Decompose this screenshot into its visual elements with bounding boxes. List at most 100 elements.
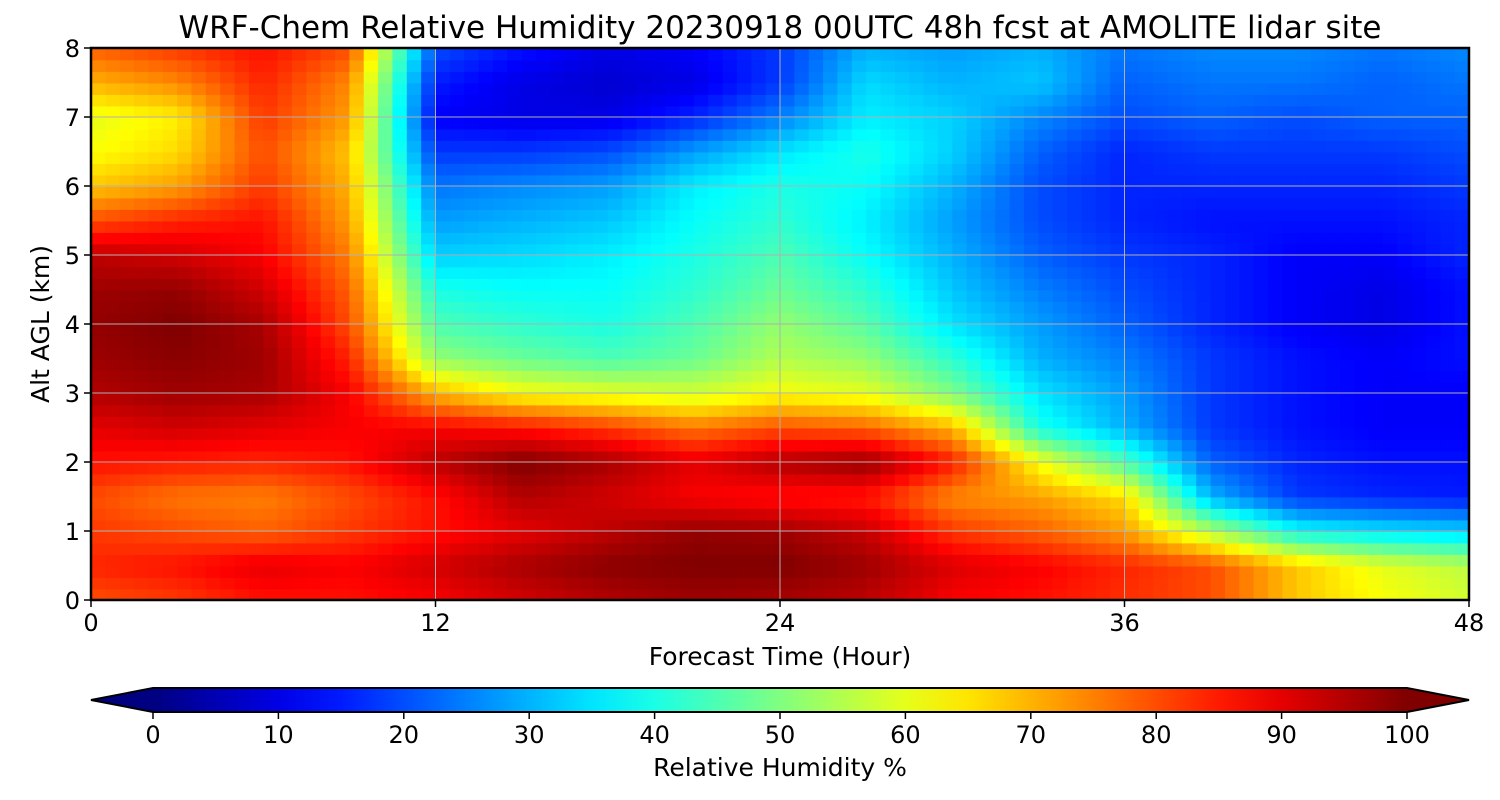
heatmap-cell [650,266,667,279]
heatmap-cell [119,473,135,486]
heatmap-cell [449,209,466,222]
heatmap-cell [1024,427,1040,440]
heatmap-cell [808,554,824,567]
heatmap-cell [622,151,638,164]
heatmap-cell [363,117,379,130]
heatmap-cell [995,117,1011,130]
heatmap-cell [105,232,121,245]
heatmap-cell [693,59,710,72]
heatmap-cell [449,347,466,360]
heatmap-cell [464,416,480,429]
heatmap-cell [808,416,824,429]
heatmap-cell [349,243,365,256]
heatmap-cell [966,151,982,164]
heatmap-cell [1296,519,1312,532]
heatmap-cell [248,186,265,199]
heatmap-cell [392,48,408,61]
heatmap-cell [923,255,939,268]
heatmap-cell [1081,312,1097,325]
heatmap-cell [263,117,279,130]
heatmap-cell [1253,255,1269,268]
heatmap-cell [909,554,925,567]
heatmap-cell [751,565,767,578]
heatmap-cell [708,404,724,417]
heatmap-cell [794,301,810,314]
heatmap-cell [435,174,451,187]
heatmap-cell [722,393,738,406]
heatmap-cell [234,542,250,555]
heatmap-cell [378,186,394,199]
heatmap-cell [923,151,939,164]
heatmap-cell [1440,209,1456,222]
heatmap-cell [1282,48,1298,61]
heatmap-cell [923,531,939,544]
heatmap-cell [1253,48,1269,61]
heatmap-cell [1181,232,1198,245]
heatmap-cell [550,393,566,406]
heatmap-cell [263,197,279,210]
heatmap-cell [837,117,853,130]
heatmap-cell [780,163,796,176]
heatmap-cell [162,565,179,578]
heatmap-cell [550,94,566,107]
heatmap-cell [205,243,222,256]
heatmap-cell [923,209,939,222]
heatmap-cell [679,105,695,118]
heatmap-cell [579,312,595,325]
heatmap-cell [607,151,623,164]
heatmap-cell [1411,186,1427,199]
heatmap-cell [851,59,868,72]
heatmap-cell [91,565,107,578]
heatmap-cell [808,301,824,314]
heatmap-cell [923,301,939,314]
heatmap-cell [1196,59,1212,72]
heatmap-cell [923,117,939,130]
heatmap-cell [780,358,796,371]
heatmap-cell [909,163,925,176]
heatmap-cell [736,381,753,394]
heatmap-cell [564,312,580,325]
heatmap-cell [966,554,982,567]
heatmap-cell [492,542,509,555]
heatmap-cell [349,531,365,544]
heatmap-cell [449,542,466,555]
heatmap-cell [1411,48,1427,61]
heatmap-cell [679,450,695,463]
heatmap-cell [378,151,394,164]
heatmap-cell [980,358,997,371]
heatmap-cell [234,289,250,302]
heatmap-cell [622,577,638,590]
heatmap-cell [650,174,667,187]
heatmap-cell [622,232,638,245]
heatmap-cell [650,508,667,521]
heatmap-cell [894,232,911,245]
heatmap-cell [248,278,265,291]
heatmap-cell [464,278,480,291]
heatmap-cell [636,324,652,337]
heatmap-cell [1397,485,1413,498]
heatmap-cell [708,105,724,118]
heatmap-cell [478,94,494,107]
heatmap-cell [335,393,351,406]
heatmap-cell [1081,174,1097,187]
heatmap-cell [1268,197,1284,210]
heatmap-cell [478,48,494,61]
heatmap-cell [722,82,738,95]
heatmap-cell [1024,508,1040,521]
heatmap-cell [794,209,810,222]
heatmap-cell [148,473,164,486]
heatmap-cell [980,71,997,84]
heatmap-cell [966,358,982,371]
heatmap-cell [105,266,121,279]
heatmap-cell [435,232,451,245]
heatmap-cell [205,416,222,429]
heatmap-cell [722,542,738,555]
heatmap-cell [91,255,107,268]
heatmap-cell [363,450,379,463]
heatmap-cell [1282,312,1298,325]
heatmap-cell [1052,48,1068,61]
heatmap-cell [593,209,609,222]
heatmap-cell [866,105,882,118]
heatmap-cell [622,289,638,302]
heatmap-cell [234,94,250,107]
